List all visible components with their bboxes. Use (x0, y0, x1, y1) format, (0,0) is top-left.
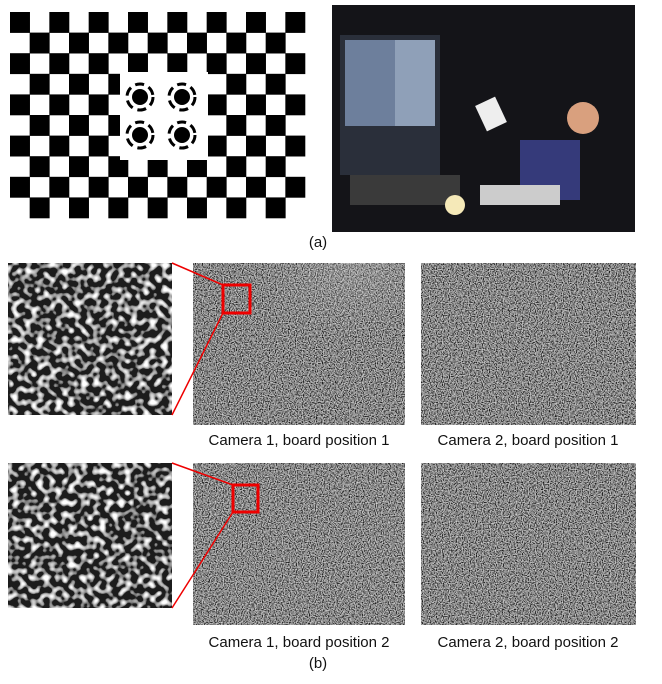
caption: Camera 1, board position 2 (209, 634, 390, 651)
part-label: (a) (309, 234, 327, 251)
square (108, 197, 128, 218)
square (285, 94, 305, 115)
square (285, 12, 305, 33)
camera-image (193, 263, 405, 425)
square (226, 33, 246, 54)
zoom-image (8, 463, 172, 608)
square (69, 156, 89, 177)
square (266, 156, 286, 177)
square (285, 53, 305, 74)
square (49, 12, 69, 33)
square (148, 197, 168, 218)
part-label: (b) (309, 655, 327, 672)
square (207, 53, 227, 74)
checkerboard (10, 12, 305, 218)
square (226, 197, 246, 218)
square (167, 53, 187, 74)
square (246, 12, 266, 33)
dot (174, 89, 190, 105)
square (187, 33, 207, 54)
square (69, 197, 89, 218)
square (69, 33, 89, 54)
square (69, 115, 89, 136)
square (30, 115, 50, 136)
square (30, 197, 50, 218)
square (10, 94, 30, 115)
zoom-image (8, 263, 172, 415)
square (226, 156, 246, 177)
row-1: Camera 1, board position 1 Camera 2, boa… (8, 263, 636, 449)
square (49, 94, 69, 115)
square (30, 156, 50, 177)
caption: Camera 2, board position 1 (438, 432, 619, 449)
square (246, 177, 266, 198)
square (167, 12, 187, 33)
square (49, 177, 69, 198)
figure: (a) Camera 1, board position 1 Camera 2,… (0, 0, 662, 684)
square (89, 177, 109, 198)
square (285, 136, 305, 157)
square (207, 136, 227, 157)
square (226, 115, 246, 136)
square (10, 12, 30, 33)
square (89, 53, 109, 74)
camera-image (421, 463, 636, 625)
square (108, 33, 128, 54)
square (89, 136, 109, 157)
square (128, 12, 148, 33)
square (285, 177, 305, 198)
dot (174, 127, 190, 143)
square (10, 177, 30, 198)
caption: Camera 2, board position 2 (438, 634, 619, 651)
square (10, 136, 30, 157)
square (89, 94, 109, 115)
row-2: Camera 1, board position 2 Camera 2, boa… (8, 463, 636, 651)
square (148, 33, 168, 54)
square (167, 177, 187, 198)
square (128, 53, 148, 74)
photo (332, 5, 635, 232)
square (30, 33, 50, 54)
square (246, 53, 266, 74)
dot (132, 127, 148, 143)
square (266, 197, 286, 218)
square (49, 136, 69, 157)
square (226, 74, 246, 95)
blank-area (120, 72, 208, 160)
camera-image (193, 463, 405, 625)
caption: Camera 1, board position 1 (209, 432, 390, 449)
square (207, 12, 227, 33)
dot (132, 89, 148, 105)
square (187, 197, 207, 218)
square (246, 136, 266, 157)
square (89, 12, 109, 33)
square (207, 94, 227, 115)
square (128, 177, 148, 198)
square (49, 53, 69, 74)
square (30, 74, 50, 95)
camera-image (421, 263, 636, 425)
square (266, 33, 286, 54)
square (69, 74, 89, 95)
square (266, 74, 286, 95)
square (266, 115, 286, 136)
square (246, 94, 266, 115)
square (207, 177, 227, 198)
square (10, 53, 30, 74)
